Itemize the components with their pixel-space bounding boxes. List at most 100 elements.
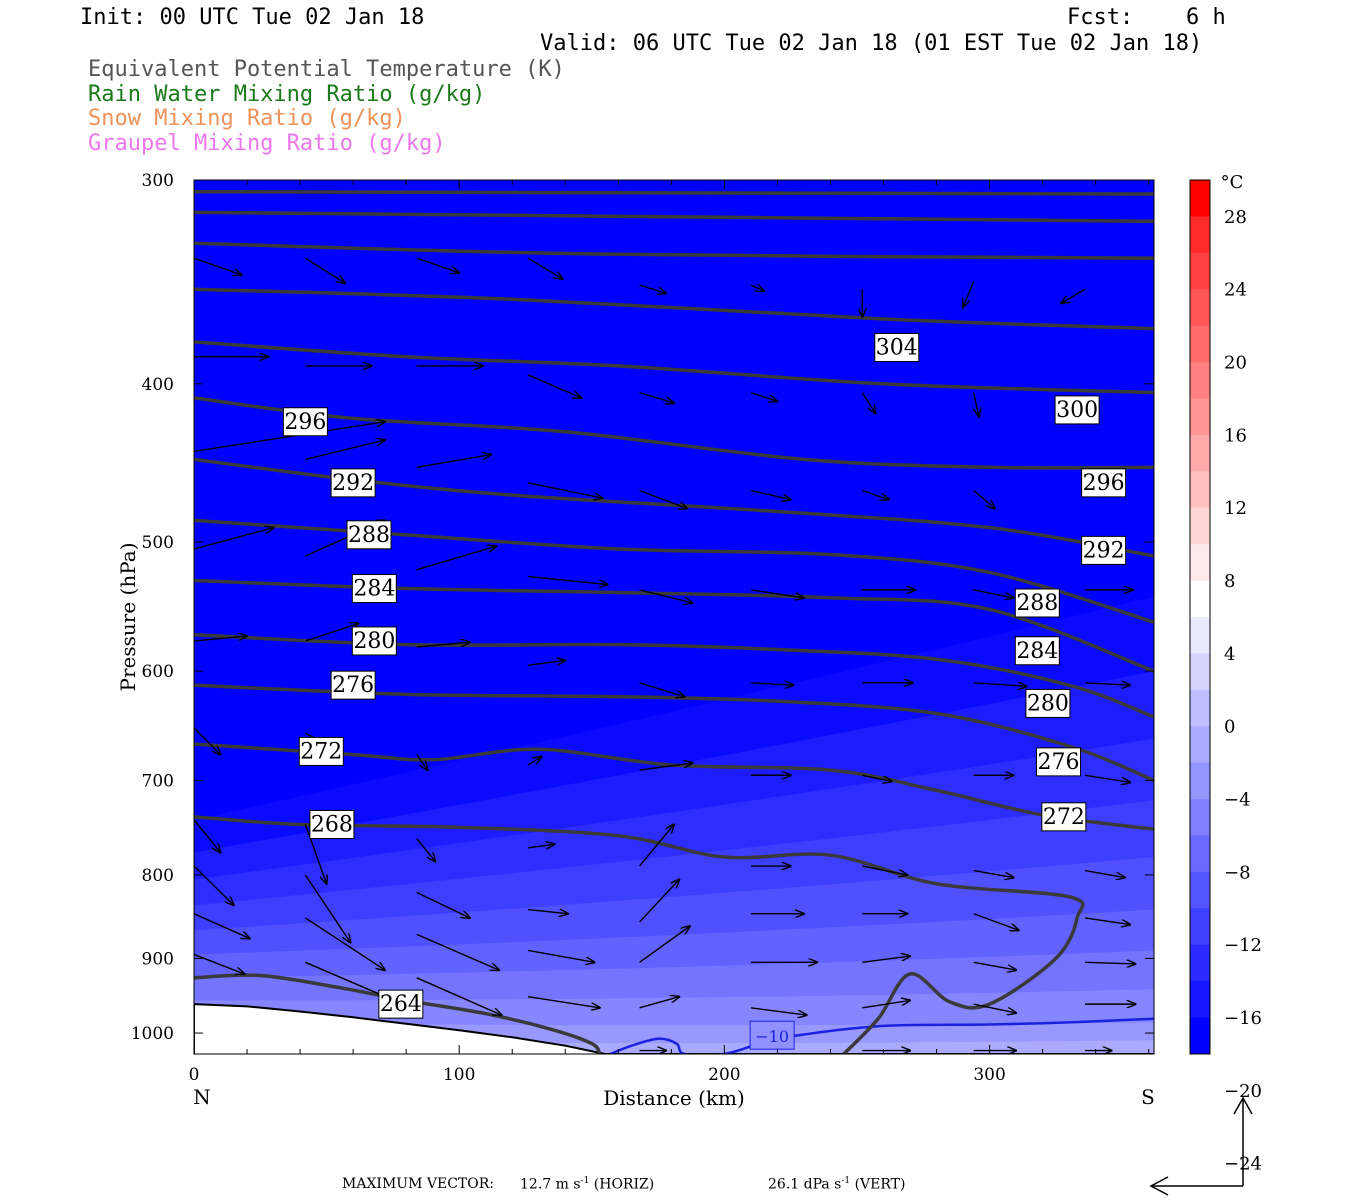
wind-vector [973, 683, 1027, 686]
theta-e-label-304-box [874, 332, 920, 362]
colorbar-swatch [1190, 325, 1210, 363]
wind-vector [416, 546, 497, 571]
theta-e-label-268: 268 [311, 812, 353, 837]
colorbar-swatch [1190, 507, 1210, 545]
wind-vector [750, 489, 791, 500]
wind-vector [527, 757, 541, 766]
theta-e-label-304: 304 [876, 335, 918, 360]
wind-vector [862, 489, 889, 500]
colorbar-unit: °C [1221, 172, 1244, 193]
x-tick-label: 300 [973, 1065, 1005, 1085]
colorbar-tick-label: −8 [1224, 862, 1251, 883]
wind-vector [862, 956, 910, 964]
colorbar-swatch [1190, 799, 1210, 836]
colorbar-tick-label: 16 [1224, 425, 1247, 446]
theta-e-label-292: 292 [332, 471, 374, 496]
wind-vector [528, 844, 555, 848]
forecast-hours: 6 h [1186, 5, 1226, 30]
wind-vector [528, 575, 608, 585]
theta-e-label-272-box [298, 736, 344, 766]
terrain-ground [194, 1003, 1154, 1054]
theta-e-label-276-box [1036, 747, 1082, 777]
wind-vector [416, 977, 502, 1015]
wind-vector [639, 589, 693, 603]
colorbar-swatch [1190, 216, 1210, 254]
theta-e-label-284: 284 [353, 577, 395, 602]
wind-vector [639, 879, 680, 923]
wind-vector [973, 913, 1019, 931]
wind-vector [416, 838, 436, 862]
theta-e-label-276: 276 [332, 673, 374, 698]
minus10-temp-label-box [749, 1020, 795, 1050]
theta-e-contour-300 [194, 340, 1154, 395]
wind-vector [1084, 774, 1130, 782]
wind-vector [1084, 869, 1125, 878]
colorbar-tick-label: −16 [1224, 1008, 1262, 1029]
wind-vector [194, 819, 221, 853]
colorbar-swatch [1190, 1017, 1210, 1055]
field-label-graupel: Graupel Mixing Ratio (g/kg) [88, 131, 446, 156]
colorbar-tick-label: 20 [1224, 353, 1247, 374]
wind-vector [305, 440, 385, 461]
wind-vector [194, 913, 250, 939]
wind-vector [194, 257, 242, 275]
x-tick-label: 200 [708, 1065, 740, 1085]
y-tick-label: 600 [142, 662, 174, 682]
theta-e-label-300: 300 [1056, 398, 1098, 423]
theta-e-contour-264 [194, 973, 602, 1054]
theta-e-label-280: 280 [1027, 691, 1069, 716]
theta-e-label-296-box [282, 407, 328, 437]
valid-time: Valid: 06 UTC Tue 02 Jan 18 (01 EST Tue … [540, 31, 1203, 56]
wind-vector [862, 1000, 910, 1009]
colorbar-swatch [1190, 762, 1210, 800]
colorbar-swatch [1190, 908, 1210, 946]
wind-vector [639, 926, 690, 963]
wind-vector [1085, 683, 1130, 685]
wind-vector [194, 422, 385, 453]
colorbar-swatch [1190, 726, 1210, 764]
wind-vector [528, 910, 568, 914]
max-vector-label: MAXIMUM VECTOR: [342, 1176, 494, 1192]
theta-e-label-288-box [346, 520, 392, 550]
theta-e-label-264-box [378, 989, 424, 1019]
theta-e-label-288: 288 [348, 523, 390, 548]
theta-e-label-280-box [1025, 688, 1071, 718]
theta-e-label-280-box [351, 626, 397, 656]
wind-vector [973, 589, 1014, 598]
colorbar-tick-label: 28 [1224, 207, 1247, 228]
wind-vector [528, 660, 565, 666]
wind-vector [416, 891, 470, 917]
theta-e-label-288: 288 [1016, 591, 1058, 616]
theta-e-contour-296 [194, 396, 1154, 470]
y-tick-label: 1000 [131, 1024, 174, 1044]
wind-vector [416, 257, 459, 273]
theta-e-label-300-box [1054, 395, 1100, 425]
wind-vector [639, 763, 693, 771]
y-tick-label: 800 [142, 866, 174, 886]
wind-vector [416, 933, 499, 970]
theta-e-label-272: 272 [1043, 805, 1085, 830]
wind-vector [750, 683, 793, 685]
wind-vector [639, 391, 674, 403]
colorbar-swatch [1190, 580, 1210, 618]
theta-e-label-292-box [1081, 535, 1127, 565]
field-label-snow: Snow Mixing Ratio (g/kg) [88, 106, 406, 131]
theta-e-label-272-box [1041, 802, 1087, 832]
wind-vector [1084, 917, 1130, 925]
wind-vector [750, 285, 764, 291]
wind-vector [194, 528, 274, 550]
plot-frame [193, 179, 1155, 1055]
wind-vector [973, 869, 1014, 878]
colorbar-swatch [1190, 835, 1210, 873]
wind-vector [528, 996, 600, 1008]
theta-e-label-296: 296 [1083, 471, 1125, 496]
theta-e-label-296: 296 [284, 410, 326, 435]
colorbar-swatch [1190, 689, 1210, 727]
wind-vector [639, 997, 680, 1009]
theta-e-label-272: 272 [300, 739, 342, 764]
x-end-label-south: S [1141, 1085, 1155, 1109]
theta-e-label-284-box [351, 574, 397, 604]
wind-vector [750, 589, 804, 598]
x-end-label-north: N [193, 1085, 211, 1109]
